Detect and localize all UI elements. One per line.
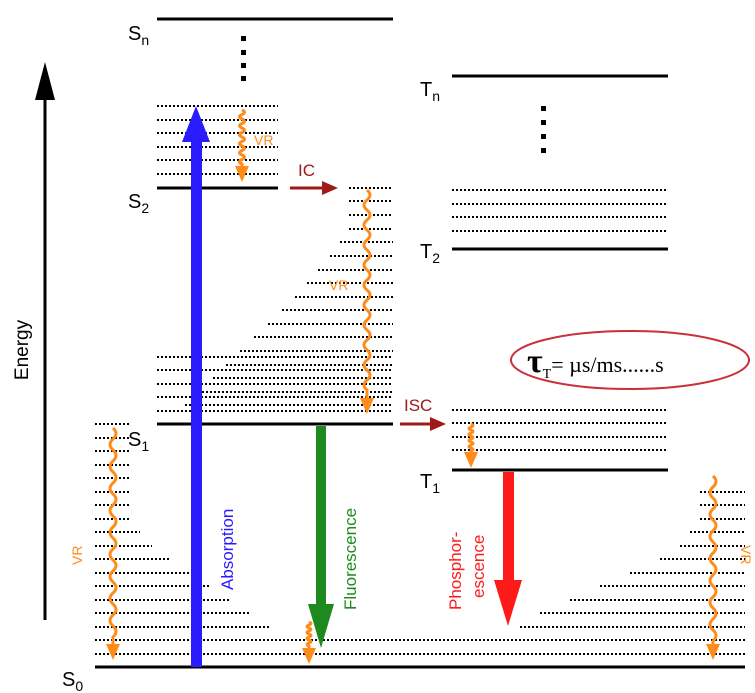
state-label-s2: S2 — [128, 191, 149, 216]
phosphorescence-label-line1: Phosphor- — [446, 532, 465, 610]
vr-squiggle-s2-head — [235, 166, 249, 182]
vr-labels: VR VR VR VR — [69, 132, 754, 565]
energy-axis-arrowhead — [35, 62, 55, 100]
vr-squiggle-s0-left — [108, 426, 118, 644]
energy-axis-label: Energy — [12, 319, 33, 380]
absorption-label: Absorption — [218, 509, 237, 590]
vibrational-levels — [95, 105, 745, 655]
state-label-tn: Tn — [420, 79, 440, 104]
vr-squiggle-s0-right-head — [706, 644, 720, 660]
vr-squiggle-s2 — [238, 108, 246, 166]
vibrational-relaxation-arrows — [106, 108, 720, 664]
ellipsis-dots-singlet — [241, 36, 246, 81]
state-labels: Sn S2 S1 S0 Tn T2 T1 — [62, 23, 440, 693]
vr-label-s0-left: VR — [69, 546, 85, 565]
triplet-lifetime-text: τT= µs/ms......s — [527, 343, 664, 382]
vr-label-s2: VR — [254, 132, 273, 148]
isc-label: ISC — [404, 396, 432, 415]
vr-squiggle-s0-right — [708, 474, 718, 644]
state-label-sn: Sn — [128, 23, 149, 48]
vr-squiggle-s0-left-head — [106, 644, 120, 660]
vr-squiggle-s0-mid — [305, 620, 313, 648]
vr-squiggle-t1 — [467, 422, 475, 453]
vr-squiggle-s0-mid-head — [302, 648, 316, 664]
isc-arrow: ISC — [400, 396, 446, 431]
electronic-levels — [95, 17, 745, 669]
ic-arrow: IC — [290, 161, 338, 195]
ic-label: IC — [298, 161, 315, 180]
vr-label-s0-right: VR — [738, 545, 754, 564]
state-label-s0: S0 — [62, 669, 83, 693]
absorption-arrow: Absorption — [182, 106, 237, 667]
fluorescence-label: Fluorescence — [341, 508, 360, 610]
triplet-lifetime-callout: τT= µs/ms......s — [510, 330, 750, 390]
fluorescence-arrow: Fluorescence — [308, 426, 360, 648]
state-label-t1: T1 — [420, 471, 440, 496]
vr-squiggle-t1-head — [464, 452, 478, 468]
state-label-s1: S1 — [128, 429, 149, 454]
energy-axis: Energy — [12, 62, 55, 620]
vr-squiggle-s1 — [362, 188, 372, 398]
phosphorescence-label-line2: escence — [469, 535, 488, 598]
vr-squiggle-s1-head — [360, 398, 374, 414]
state-label-t2: T2 — [420, 241, 440, 266]
phosphorescence-arrow: Phosphor- escence — [446, 472, 522, 626]
ellipsis-dots-triplet — [541, 106, 546, 153]
vr-label-s1: VR — [329, 277, 348, 293]
